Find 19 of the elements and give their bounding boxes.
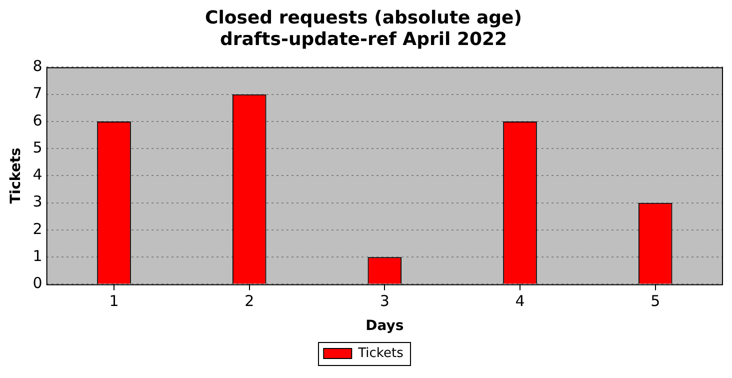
chart-title: Closed requests (absolute age) xyxy=(205,7,522,28)
x-tick-label: 2 xyxy=(244,292,254,310)
y-tick-label: 0 xyxy=(32,274,42,292)
y-tick-label: 2 xyxy=(32,220,42,238)
x-tick-label: 1 xyxy=(109,292,119,310)
x-tick-label: 4 xyxy=(515,292,525,310)
y-axis-title: Tickets xyxy=(8,148,24,204)
y-tick-label: 7 xyxy=(32,84,42,102)
x-tick-label: 5 xyxy=(650,292,660,310)
x-axis-title: Days xyxy=(366,318,404,334)
y-tick-label: 5 xyxy=(32,138,42,156)
y-tick-label: 6 xyxy=(32,111,42,130)
chart-subtitle: drafts-update-ref April 2022 xyxy=(220,29,508,50)
y-tick-label: 4 xyxy=(32,166,42,184)
y-tick-label: 1 xyxy=(32,246,42,265)
y-tick-label: 3 xyxy=(32,192,42,211)
x-tick-label: 3 xyxy=(380,292,390,310)
y-tick-label: 8 xyxy=(32,57,42,76)
legend-label: Tickets xyxy=(357,346,404,361)
